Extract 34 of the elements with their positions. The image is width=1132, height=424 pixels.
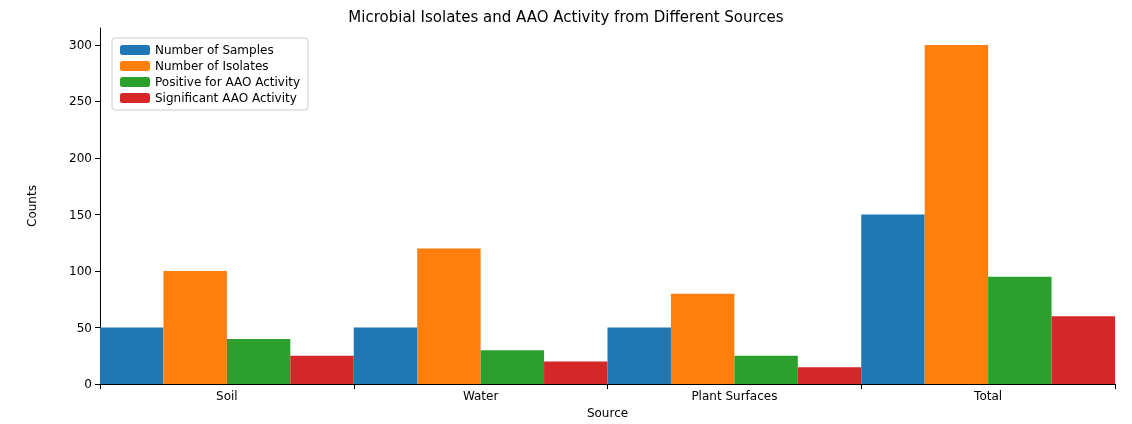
x-tick-label: Total	[973, 389, 1003, 404]
bar	[607, 327, 671, 385]
x-tick-label: Plant Surfaces	[691, 389, 778, 404]
chart-title: Microbial Isolates and AAO Activity from Different Sources	[348, 7, 784, 26]
x-axis-title: Source	[586, 406, 629, 420]
x-tick-label: Soil	[216, 389, 238, 404]
y-axis-title: Counts	[25, 185, 39, 227]
bar	[100, 327, 164, 385]
bar	[670, 293, 735, 385]
legend-label: Number of Isolates	[155, 59, 269, 73]
bar	[988, 276, 1052, 385]
y-tick-label: 300	[69, 37, 92, 52]
bar	[861, 214, 925, 385]
bar	[290, 355, 354, 385]
y-tick-label: 150	[69, 207, 92, 222]
y-tick-label: 0	[84, 377, 92, 392]
legend-label: Number of Samples	[155, 43, 274, 57]
bar	[1051, 316, 1115, 385]
bar	[734, 355, 798, 385]
bar	[353, 327, 418, 385]
y-tick-label: 50	[76, 320, 92, 335]
legend-label: Significant AAO Activity	[155, 91, 297, 105]
y-tick-label: 250	[69, 94, 92, 109]
bar	[480, 350, 545, 385]
bar	[797, 367, 862, 385]
y-tick-label: 100	[69, 264, 92, 279]
bar	[924, 44, 989, 385]
legend-label: Positive for AAO Activity	[155, 75, 301, 89]
x-tick-label: Water	[462, 389, 499, 404]
bar	[417, 248, 481, 385]
bar	[226, 338, 291, 385]
bar	[544, 361, 608, 385]
bar	[163, 271, 227, 385]
y-tick-label: 200	[69, 151, 92, 165]
